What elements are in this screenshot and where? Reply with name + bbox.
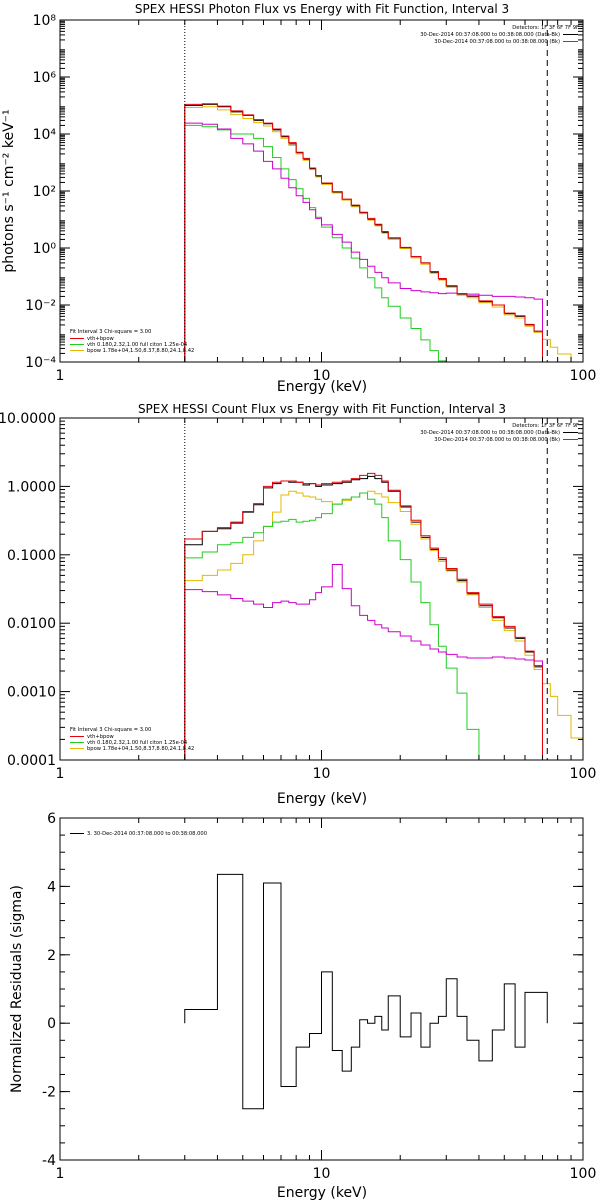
residuals-panel: 1 10 100 -4 -2 0 2 4 6 3. 30-Dec-2014 00:37:08.0… <box>9 811 596 1200</box>
residuals-y-label: Normalized Residuals (sigma) <box>9 885 25 1093</box>
residuals-y-tick-label: -4 <box>42 1153 56 1169</box>
photon-flux-y-tick-label: 10⁶ <box>33 70 57 86</box>
count-flux-x-label: Energy (keV) <box>277 791 367 807</box>
photon-flux-fit-header: Fit Interval 3 Chi-square = 3.00 <box>70 329 151 335</box>
photon-flux-y-tick-label: 10⁰ <box>33 241 57 257</box>
count-flux-header-data: 30-Dec-2014 00:37:08.000 to 00:38:08.000… <box>420 430 560 436</box>
residuals-legend: 3. 30-Dec-2014 00:37:08.000 to 00:38:08.… <box>70 831 207 837</box>
photon-flux-series-data-bk <box>184 103 543 362</box>
count-flux-y-tick-label: 0.0001 <box>7 753 56 769</box>
photon-flux-title: SPEX HESSI Photon Flux vs Energy with Fi… <box>135 2 509 16</box>
photon-flux-header-detectors: Detectors: 1F 3F 6F 7F 9F <box>512 25 579 31</box>
residuals-y-tick-label: -2 <box>42 1085 56 1101</box>
count-flux-y-tick-label: 0.0010 <box>7 685 56 701</box>
photon-flux-series-vth <box>184 124 458 363</box>
count-flux-y-tick-label: 1.0000 <box>7 479 56 495</box>
photon-flux-y-tick-label: 10⁸ <box>33 13 57 29</box>
photon-flux-series-vth-bpow <box>184 103 543 362</box>
photon-flux-y-tick-label: 10⁻⁴ <box>25 355 56 371</box>
photon-flux-y-tick-label: 10⁻² <box>25 298 56 314</box>
photon-flux-x-tick-label: 100 <box>570 368 597 384</box>
photon-flux-legend-label: bpow 1.78e+04,1.50,8.37,8.80,24.1,8.42 <box>87 348 194 354</box>
photon-flux-x-tick-label: 1 <box>56 368 65 384</box>
count-flux-y-tick-label: 10.0000 <box>0 411 56 427</box>
photon-flux-series-bpow <box>184 106 572 362</box>
count-flux-header-bk: 30-Dec-2014 00:37:08.000 to 00:38:08.000… <box>434 437 560 443</box>
residuals-legend-label: 3. 30-Dec-2014 00:37:08.000 to 00:38:08.… <box>87 831 207 837</box>
count-flux-legend-label: bpow 1.78e+04,1.50,8.37,8.80,24.1,8.42 <box>87 746 194 752</box>
residuals-x-tick-label: 10 <box>313 1166 331 1182</box>
residuals-x-tick-label: 1 <box>56 1166 65 1182</box>
count-flux-series-vth-bpow <box>184 472 543 760</box>
count-flux-title: SPEX HESSI Count Flux vs Energy with Fit… <box>138 402 506 416</box>
photon-flux-series-bk <box>184 122 543 362</box>
count-flux-x-tick-label: 10 <box>313 766 331 782</box>
photon-flux-x-label: Energy (keV) <box>277 379 367 395</box>
photon-flux-panel: SPEX HESSI Photon Flux vs Energy with Fi… <box>1 2 596 395</box>
photon-flux-plot-area: 1 10 100 10⁻⁴ 10⁻² 10⁰ 10² 10⁴ 10⁶ 10⁸ <box>25 13 596 384</box>
photon-flux-y-label: photons s⁻¹ cm⁻² keV⁻¹ <box>1 109 17 272</box>
count-flux-header-detectors: Detectors: 1F 3F 6F 7F 9F <box>512 423 579 429</box>
residuals-x-label: Energy (keV) <box>277 1185 367 1200</box>
photon-flux-x-tick-label: 10 <box>313 368 331 384</box>
count-flux-series-bpow <box>184 490 584 760</box>
residuals-y-tick-label: 0 <box>47 1016 56 1032</box>
residuals-y-tick-label: 4 <box>47 879 56 895</box>
photon-flux-header-data: 30-Dec-2014 00:37:08.000 to 00:38:08.000… <box>420 32 560 38</box>
photon-flux-legend-label: vth+bpow <box>87 336 114 342</box>
count-flux-x-tick-label: 100 <box>570 766 597 782</box>
residuals-y-tick-label: 6 <box>47 811 56 827</box>
photon-flux-header-bk: 30-Dec-2014 00:37:08.000 to 00:38:08.000… <box>434 39 560 45</box>
photon-flux-y-tick-label: 10⁴ <box>33 127 57 143</box>
count-flux-panel: SPEX HESSI Count Flux vs Energy with Fit… <box>0 402 596 807</box>
residuals-y-tick-label: 2 <box>47 948 56 964</box>
count-flux-plot-area: 1 10 100 0.0001 0.0010 0.0100 0.1000 1.0000 10.0… <box>0 411 596 782</box>
residuals-plot-area: 1 10 100 -4 -2 0 2 4 6 <box>42 811 596 1182</box>
count-flux-y-tick-label: 0.1000 <box>7 548 56 564</box>
photon-flux-y-tick-label: 10² <box>33 184 56 200</box>
count-flux-legend-label: vth+bpow <box>87 734 114 740</box>
photon-flux-legend-label: vth 0.180,2.32,1.00 full citon 1.25e-04 <box>87 342 188 348</box>
count-flux-legend: vth+bpow vth 0.180,2.32,1.00 full citon … <box>70 734 194 752</box>
count-flux-legend-label: vth 0.180,2.32,1.00 full citon 1.25e-04 <box>87 740 188 746</box>
count-flux-series-bk <box>184 564 543 760</box>
count-flux-series-data-bk <box>184 475 543 760</box>
count-flux-y-tick-label: 0.0100 <box>7 616 56 632</box>
residuals-series-residuals <box>184 873 548 1110</box>
count-flux-fit-header: Fit Interval 3 Chi-square = 3.00 <box>70 727 151 733</box>
photon-flux-legend: vth+bpow vth 0.180,2.32,1.00 full citon … <box>70 336 194 354</box>
count-flux-x-tick-label: 1 <box>56 766 65 782</box>
residuals-x-tick-label: 100 <box>570 1166 597 1182</box>
count-flux-series-vth <box>184 492 480 760</box>
